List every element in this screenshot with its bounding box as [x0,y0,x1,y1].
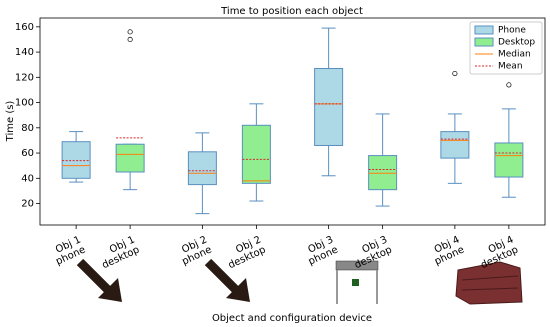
chart-title: Time to position each object [220,6,363,17]
x-axis-label: Object and configuration device [212,313,372,324]
gate-icon [335,260,379,304]
arrow-icon [204,258,250,302]
legend-label: Desktop [498,38,535,48]
x-tick-label: Obj 4phone [428,234,466,267]
box [187,151,217,186]
legend-swatch [474,37,494,47]
box [368,155,398,191]
outlier [127,29,133,35]
legend-label: Mean [498,62,523,72]
wall-icon [455,261,523,305]
y-tick-label: 140 [15,47,34,58]
x-tick-label: Obj 2desktop [222,234,267,271]
y-axis-label: Time (s) [5,101,16,143]
box [494,142,524,178]
box [61,141,91,179]
x-tick-label: Obj 1desktop [96,234,141,271]
legend-swatch [474,25,494,35]
outlier [127,36,133,43]
box [314,67,344,146]
arrow-icon [76,258,122,302]
outlier [506,82,512,88]
y-tick-label: 80 [21,123,34,134]
box [241,124,271,184]
legend-frame [469,21,543,75]
box [440,131,470,159]
y-tick-label: 100 [15,98,34,109]
y-tick-label: 60 [21,148,34,159]
legend-label: Phone [498,26,526,36]
outlier [452,70,458,77]
y-tick-label: 40 [21,173,34,184]
y-tick-label: 160 [15,22,34,33]
box [115,143,145,173]
plot-frame [39,17,546,226]
y-tick-label: 20 [21,199,34,210]
y-tick-label: 120 [15,72,34,83]
x-tick-label: Obj 3phone [302,234,340,267]
legend-label: Median [498,50,531,60]
